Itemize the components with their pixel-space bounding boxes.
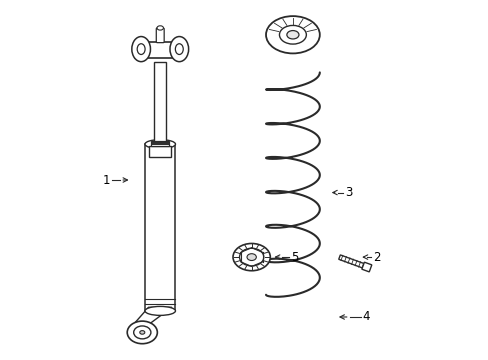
Ellipse shape — [144, 306, 175, 315]
Polygon shape — [149, 146, 171, 157]
Ellipse shape — [132, 37, 150, 62]
Polygon shape — [144, 144, 175, 311]
Text: 2: 2 — [373, 251, 380, 264]
Polygon shape — [135, 41, 185, 58]
Ellipse shape — [140, 330, 144, 334]
Polygon shape — [361, 262, 371, 272]
Ellipse shape — [170, 37, 188, 62]
Ellipse shape — [246, 254, 256, 261]
Ellipse shape — [137, 44, 145, 54]
Ellipse shape — [127, 321, 157, 344]
Ellipse shape — [233, 243, 270, 271]
Ellipse shape — [133, 326, 151, 339]
Polygon shape — [134, 307, 171, 323]
Ellipse shape — [265, 16, 319, 53]
Ellipse shape — [144, 140, 175, 149]
Ellipse shape — [157, 26, 163, 30]
Ellipse shape — [175, 44, 183, 54]
Text: 4: 4 — [362, 310, 369, 324]
Text: 5: 5 — [290, 251, 298, 264]
Text: 3: 3 — [344, 186, 351, 199]
Ellipse shape — [286, 31, 298, 39]
Polygon shape — [338, 255, 363, 268]
Ellipse shape — [279, 26, 306, 44]
Ellipse shape — [239, 248, 263, 266]
Polygon shape — [154, 62, 166, 148]
FancyBboxPatch shape — [156, 28, 164, 42]
Polygon shape — [151, 140, 169, 146]
Text: 1: 1 — [102, 174, 110, 186]
